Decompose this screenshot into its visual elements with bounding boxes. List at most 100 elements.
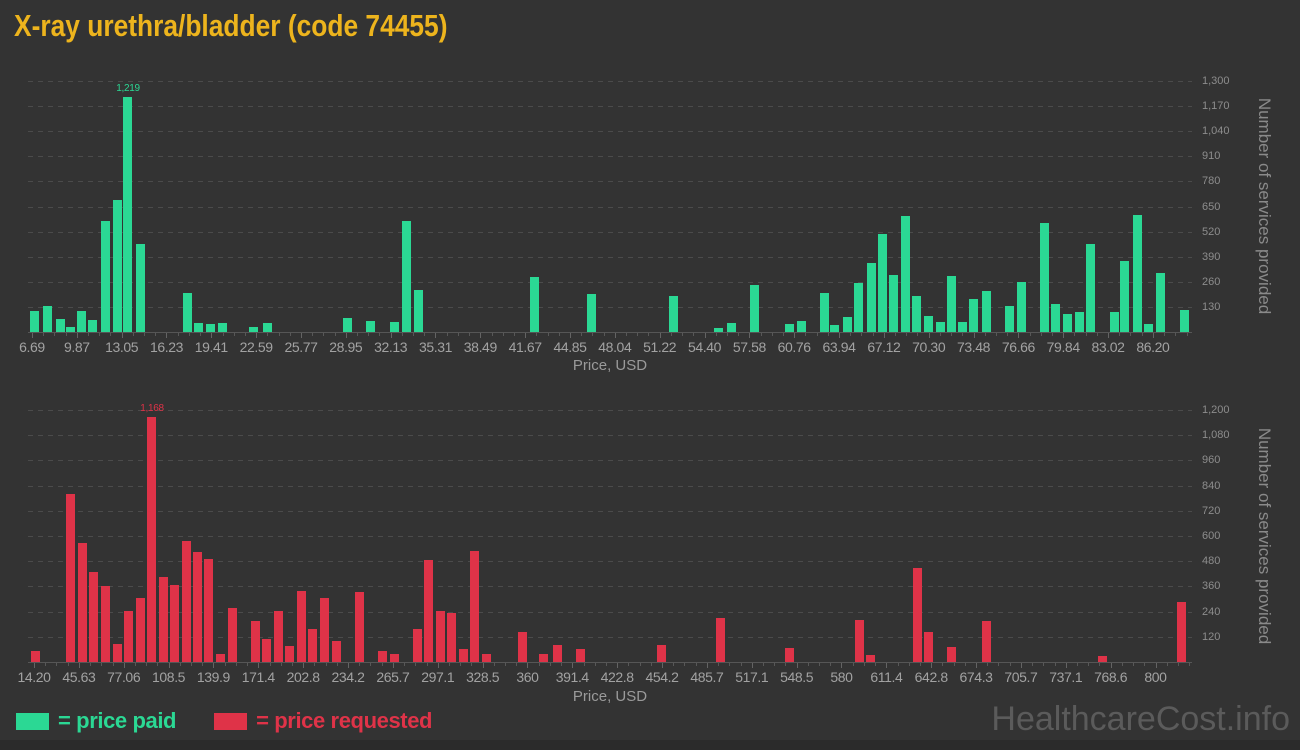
price-requested-bar[interactable] bbox=[447, 613, 456, 662]
price-requested-bar[interactable] bbox=[482, 654, 491, 662]
price-requested-bar[interactable] bbox=[539, 654, 548, 662]
price-paid-bar[interactable] bbox=[727, 323, 736, 332]
price-requested-bar[interactable] bbox=[459, 649, 468, 662]
price-paid-bar[interactable] bbox=[390, 322, 399, 332]
price-paid-bar[interactable] bbox=[1144, 324, 1153, 332]
price-requested-bar[interactable] bbox=[262, 639, 271, 662]
price-requested-bar[interactable] bbox=[136, 598, 145, 662]
price-paid-bar[interactable] bbox=[206, 324, 215, 332]
price-paid-bar[interactable] bbox=[1086, 244, 1095, 332]
price-requested-bar[interactable] bbox=[274, 611, 283, 662]
price-paid-bar[interactable] bbox=[66, 327, 75, 332]
price-paid-bar[interactable] bbox=[77, 311, 86, 332]
price-requested-bar[interactable] bbox=[436, 611, 445, 662]
price-requested-bar[interactable] bbox=[297, 591, 306, 662]
price-paid-bar[interactable] bbox=[1180, 310, 1189, 332]
price-paid-bar[interactable] bbox=[936, 322, 945, 332]
price-paid-bar[interactable] bbox=[947, 276, 956, 332]
price-requested-bar[interactable] bbox=[216, 654, 225, 662]
price-paid-bar[interactable] bbox=[1063, 314, 1072, 332]
price-requested-bar[interactable] bbox=[332, 641, 341, 662]
price-paid-bar[interactable] bbox=[889, 275, 898, 332]
price-requested-bar[interactable] bbox=[657, 645, 666, 662]
price-requested-bar[interactable] bbox=[1177, 602, 1186, 662]
price-requested-bar[interactable] bbox=[308, 629, 317, 662]
price-requested-bar[interactable] bbox=[320, 598, 329, 662]
price-paid-bar[interactable] bbox=[878, 234, 887, 332]
price-paid-bar[interactable] bbox=[263, 323, 272, 332]
price-paid-bar[interactable] bbox=[183, 293, 192, 332]
price-requested-bar[interactable] bbox=[101, 586, 110, 662]
price-requested-bar[interactable] bbox=[785, 648, 794, 662]
price-requested-bar[interactable] bbox=[947, 647, 956, 662]
price-paid-bar[interactable] bbox=[820, 293, 829, 332]
price-requested-bar[interactable] bbox=[78, 543, 87, 662]
price-paid-bar[interactable] bbox=[1051, 304, 1060, 332]
price-paid-bar[interactable] bbox=[249, 327, 258, 332]
price-requested-bar[interactable] bbox=[228, 608, 237, 662]
price-requested-bar[interactable] bbox=[89, 572, 98, 662]
price-paid-bar[interactable] bbox=[136, 244, 145, 332]
price-requested-bar[interactable] bbox=[716, 618, 725, 662]
price-requested-bar[interactable] bbox=[913, 568, 922, 662]
price-paid-bar[interactable] bbox=[1120, 261, 1129, 332]
price-paid-bar[interactable] bbox=[1075, 312, 1084, 332]
price-paid-bar[interactable] bbox=[750, 285, 759, 332]
price-requested-bar[interactable] bbox=[285, 646, 294, 662]
price-paid-bar[interactable] bbox=[530, 277, 539, 332]
price-paid-bar[interactable] bbox=[912, 296, 921, 332]
price-paid-bar[interactable] bbox=[218, 323, 227, 332]
price-paid-bar[interactable] bbox=[414, 290, 423, 332]
price-requested-bar[interactable] bbox=[159, 577, 168, 662]
price-paid-bar[interactable] bbox=[1040, 223, 1049, 332]
price-paid-bar[interactable] bbox=[830, 325, 839, 332]
price-requested-bar[interactable] bbox=[855, 620, 864, 662]
price-requested-bar[interactable] bbox=[982, 621, 991, 662]
price-requested-bar[interactable] bbox=[66, 494, 75, 662]
price-requested-bar[interactable] bbox=[182, 541, 191, 662]
price-paid-bar[interactable] bbox=[1133, 215, 1142, 332]
legend-item-price-paid[interactable]: = price paid bbox=[16, 708, 176, 734]
price-requested-bar[interactable] bbox=[924, 632, 933, 662]
price-paid-bar[interactable] bbox=[958, 322, 967, 332]
price-paid-bar[interactable] bbox=[969, 299, 978, 332]
price-paid-bar[interactable] bbox=[343, 318, 352, 332]
price-paid-bar[interactable] bbox=[669, 296, 678, 332]
price-requested-bar[interactable] bbox=[113, 644, 122, 662]
price-requested-bar[interactable] bbox=[1098, 656, 1107, 662]
price-requested-bar[interactable] bbox=[204, 559, 213, 662]
price-requested-bar[interactable] bbox=[413, 629, 422, 662]
price-requested-bar[interactable] bbox=[124, 611, 133, 662]
price-paid-bar[interactable] bbox=[901, 216, 910, 332]
price-requested-bar[interactable] bbox=[378, 651, 387, 662]
price-requested-bar[interactable] bbox=[866, 655, 875, 662]
price-paid-bar[interactable] bbox=[1005, 306, 1014, 332]
price-paid-bar[interactable] bbox=[1017, 282, 1026, 332]
price-paid-bar[interactable] bbox=[123, 97, 132, 332]
price-requested-bar[interactable] bbox=[355, 592, 364, 662]
price-paid-bar[interactable] bbox=[366, 321, 375, 332]
price-requested-bar[interactable] bbox=[31, 651, 40, 662]
price-paid-bar[interactable] bbox=[194, 323, 203, 332]
price-paid-bar[interactable] bbox=[1156, 273, 1165, 332]
price-paid-bar[interactable] bbox=[587, 294, 596, 332]
price-paid-bar[interactable] bbox=[854, 283, 863, 332]
price-paid-bar[interactable] bbox=[30, 311, 39, 332]
price-requested-bar[interactable] bbox=[424, 560, 433, 662]
price-paid-bar[interactable] bbox=[867, 263, 876, 332]
price-requested-bar[interactable] bbox=[193, 552, 202, 662]
price-requested-bar[interactable] bbox=[147, 417, 156, 662]
price-paid-bar[interactable] bbox=[1110, 312, 1119, 332]
price-requested-bar[interactable] bbox=[170, 585, 179, 662]
price-paid-bar[interactable] bbox=[714, 328, 723, 332]
price-paid-bar[interactable] bbox=[843, 317, 852, 332]
legend-item-price-requested[interactable]: = price requested bbox=[214, 708, 432, 734]
price-paid-bar[interactable] bbox=[113, 200, 122, 332]
price-paid-bar[interactable] bbox=[785, 324, 794, 332]
price-paid-bar[interactable] bbox=[797, 321, 806, 332]
price-requested-bar[interactable] bbox=[390, 654, 399, 662]
price-requested-bar[interactable] bbox=[251, 621, 260, 662]
price-requested-bar[interactable] bbox=[553, 645, 562, 662]
price-requested-bar[interactable] bbox=[576, 649, 585, 662]
price-paid-bar[interactable] bbox=[924, 316, 933, 332]
